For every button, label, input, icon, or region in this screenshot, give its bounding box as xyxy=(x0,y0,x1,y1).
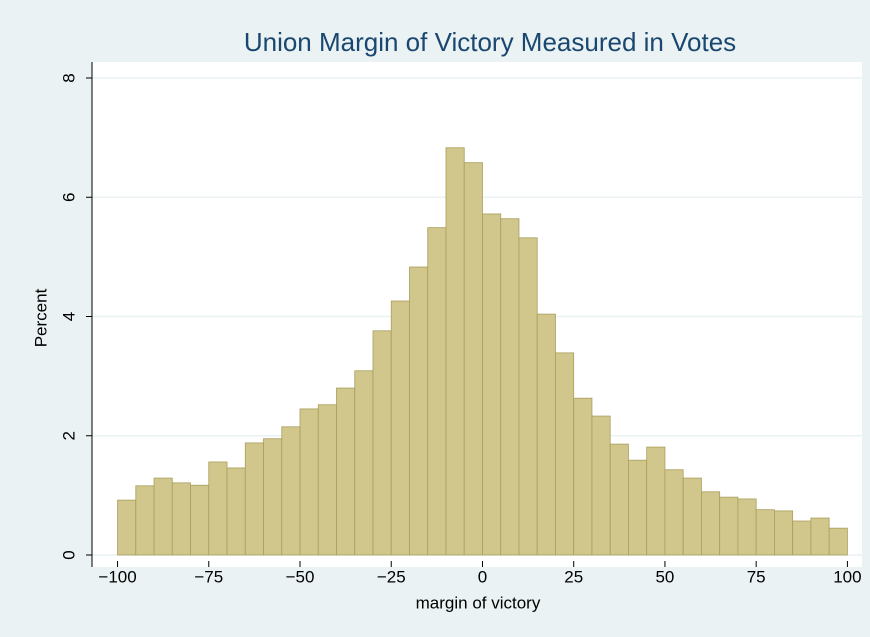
bar xyxy=(153,477,173,556)
y-axis-title: Percent xyxy=(31,288,50,347)
bar xyxy=(573,397,593,556)
bar xyxy=(336,387,356,556)
y-tick-label: 2 xyxy=(59,431,78,440)
x-tick-label: −75 xyxy=(194,567,223,586)
bar xyxy=(372,330,392,556)
bar xyxy=(482,213,502,556)
bar xyxy=(518,237,538,556)
bar xyxy=(682,477,702,556)
bar xyxy=(628,459,648,556)
bar xyxy=(810,517,830,556)
bar xyxy=(609,443,629,556)
bar xyxy=(171,482,191,556)
bar xyxy=(226,467,246,556)
bar xyxy=(263,438,283,556)
bar xyxy=(536,313,556,556)
bar xyxy=(117,499,137,556)
bar xyxy=(737,498,757,556)
bar xyxy=(281,426,301,556)
bar xyxy=(755,509,775,556)
bar xyxy=(828,527,848,556)
x-tick-label: −50 xyxy=(286,567,315,586)
x-tick-label: 50 xyxy=(655,567,674,586)
x-tick-label: 0 xyxy=(478,567,487,586)
bar xyxy=(409,266,429,556)
bar xyxy=(390,300,410,556)
x-tick-label: 25 xyxy=(564,567,583,586)
x-tick-label: −100 xyxy=(98,567,136,586)
bar xyxy=(463,162,483,556)
bar xyxy=(555,352,575,556)
bar xyxy=(500,218,520,556)
bar xyxy=(299,408,319,556)
bar xyxy=(135,485,155,556)
y-tick-label: 4 xyxy=(59,312,78,321)
bar xyxy=(427,227,447,556)
chart-title: Union Margin of Victory Measured in Vote… xyxy=(244,27,736,57)
bar xyxy=(646,446,666,556)
bar xyxy=(317,404,337,556)
y-tick-label: 0 xyxy=(59,550,78,559)
x-tick-label: 75 xyxy=(747,567,766,586)
bar xyxy=(190,484,210,556)
bar xyxy=(774,510,794,556)
bar xyxy=(719,496,739,556)
bar xyxy=(445,147,465,556)
bar xyxy=(701,491,721,556)
bar xyxy=(244,442,264,556)
bar xyxy=(664,469,684,556)
bar xyxy=(591,415,611,556)
x-axis-title: margin of victory xyxy=(416,593,541,612)
y-tick-label: 8 xyxy=(59,73,78,82)
x-tick-label: 100 xyxy=(833,567,861,586)
y-tick-label: 6 xyxy=(59,193,78,202)
bar xyxy=(208,461,228,556)
bar xyxy=(354,370,374,556)
bar xyxy=(792,520,812,556)
x-tick-label: −25 xyxy=(377,567,406,586)
